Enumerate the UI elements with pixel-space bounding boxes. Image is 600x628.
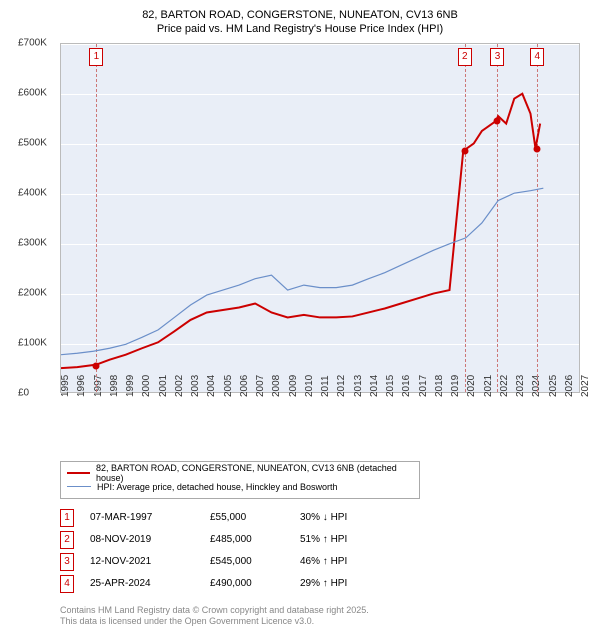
legend-label-hpi: HPI: Average price, detached house, Hinc… — [97, 482, 337, 492]
sale-dot — [534, 145, 541, 152]
plot-region: 1 23 4 — [60, 43, 580, 393]
table-delta: 29% ↑ HPI — [300, 578, 390, 589]
legend: 82, BARTON ROAD, CONGERSTONE, NUNEATON, … — [60, 461, 420, 499]
table-marker-num: 2 — [60, 531, 74, 549]
legend-swatch-hpi — [67, 486, 91, 487]
y-tick-label: £700K — [18, 37, 47, 48]
sale-dot — [93, 363, 100, 370]
marker-box-3: 3 — [490, 48, 504, 66]
table-marker-num: 3 — [60, 553, 74, 571]
footer-line1: Contains HM Land Registry data © Crown c… — [60, 605, 588, 617]
table-price: £55,000 — [210, 512, 300, 523]
footer-line2: This data is licensed under the Open Gov… — [60, 616, 588, 628]
series-hpi — [61, 188, 543, 355]
marker-box-2: 2 — [458, 48, 472, 66]
y-tick-label: £400K — [18, 187, 47, 198]
chart-area: £0£100K£200K£300K£400K£500K£600K£700K 12… — [20, 43, 580, 423]
series-property — [61, 93, 540, 367]
chart-container: 82, BARTON ROAD, CONGERSTONE, NUNEATON, … — [0, 0, 600, 620]
sale-dot — [494, 118, 501, 125]
y-tick-label: £600K — [18, 87, 47, 98]
table-delta: 46% ↑ HPI — [300, 556, 390, 567]
marker-box-1: 1 — [89, 48, 103, 66]
table-row: 1 07-MAR-1997£55,00030% ↓ HPI — [60, 507, 588, 529]
table-date: 25-APR-2024 — [90, 578, 210, 589]
table-row: 3 12-NOV-2021£545,00046% ↑ HPI — [60, 551, 588, 573]
legend-row-property: 82, BARTON ROAD, CONGERSTONE, NUNEATON, … — [67, 466, 413, 480]
table-delta: 51% ↑ HPI — [300, 534, 390, 545]
y-tick-label: £500K — [18, 137, 47, 148]
table-marker-num: 1 — [60, 509, 74, 527]
title-line1: 82, BARTON ROAD, CONGERSTONE, NUNEATON, … — [12, 8, 588, 22]
chart-title: 82, BARTON ROAD, CONGERSTONE, NUNEATON, … — [12, 8, 588, 37]
legend-swatch-property — [67, 472, 90, 474]
marker-box-4: 4 — [530, 48, 544, 66]
y-tick-label: £0 — [18, 387, 29, 398]
x-tick-label: 2027 — [580, 374, 600, 396]
table-row: 2 08-NOV-2019£485,00051% ↑ HPI — [60, 529, 588, 551]
table-date: 07-MAR-1997 — [90, 512, 210, 523]
title-line2: Price paid vs. HM Land Registry's House … — [12, 22, 588, 36]
table-marker-num: 4 — [60, 575, 74, 593]
legend-label-property: 82, BARTON ROAD, CONGERSTONE, NUNEATON, … — [96, 463, 413, 483]
y-tick-label: £200K — [18, 287, 47, 298]
table-delta: 30% ↓ HPI — [300, 512, 390, 523]
line-chart-svg — [61, 44, 579, 392]
markers-table: 1 07-MAR-1997£55,00030% ↓ HPI 2 08-NOV-2019… — [60, 507, 588, 595]
table-price: £485,000 — [210, 534, 300, 545]
sale-dot — [461, 148, 468, 155]
table-price: £490,000 — [210, 578, 300, 589]
footer: Contains HM Land Registry data © Crown c… — [60, 605, 588, 628]
y-tick-label: £300K — [18, 237, 47, 248]
table-date: 08-NOV-2019 — [90, 534, 210, 545]
table-row: 4 25-APR-2024£490,00029% ↑ HPI — [60, 573, 588, 595]
y-tick-label: £100K — [18, 337, 47, 348]
table-price: £545,000 — [210, 556, 300, 567]
table-date: 12-NOV-2021 — [90, 556, 210, 567]
